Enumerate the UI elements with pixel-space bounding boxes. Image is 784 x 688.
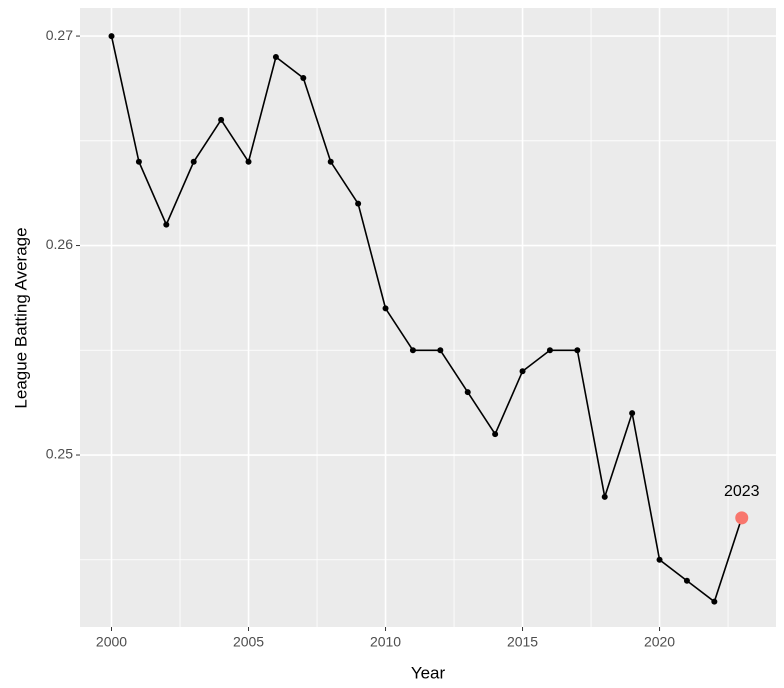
data-point: [683, 577, 690, 584]
data-point: [546, 347, 553, 354]
data-point: [108, 33, 115, 40]
y-tick-label: 0.25: [46, 446, 73, 462]
data-point: [711, 598, 718, 605]
data-point: [327, 158, 334, 165]
data-point: [409, 347, 416, 354]
data-point: [574, 347, 581, 354]
data-point: [601, 493, 608, 500]
annotation-label: 2023: [724, 483, 760, 500]
data-point: [519, 368, 526, 375]
data-point: [437, 347, 444, 354]
y-tick-label: 0.26: [46, 236, 73, 252]
data-point: [355, 200, 362, 207]
data-point: [190, 158, 197, 165]
data-point: [464, 389, 471, 396]
x-tick-label: 2005: [233, 634, 264, 650]
data-point: [272, 54, 279, 61]
x-axis-title: Year: [411, 663, 446, 682]
data-point: [218, 116, 225, 123]
data-point: [163, 221, 170, 228]
data-point: [245, 158, 252, 165]
x-tick-label: 2010: [370, 634, 401, 650]
data-point: [135, 158, 142, 165]
data-point: [492, 431, 499, 438]
y-tick-label: 0.27: [46, 27, 73, 43]
data-point: [300, 74, 307, 81]
series-line: [110, 35, 743, 603]
plot-panel: [80, 8, 776, 627]
x-tick-label: 2015: [507, 634, 538, 650]
data-point: [629, 410, 636, 417]
data-point: [382, 305, 389, 312]
y-axis-title: League Batting Average: [11, 227, 30, 408]
x-tick-label: 2020: [644, 634, 675, 650]
highlight-point: [735, 511, 749, 525]
data-point: [656, 556, 663, 563]
x-tick-label: 2000: [96, 634, 127, 650]
